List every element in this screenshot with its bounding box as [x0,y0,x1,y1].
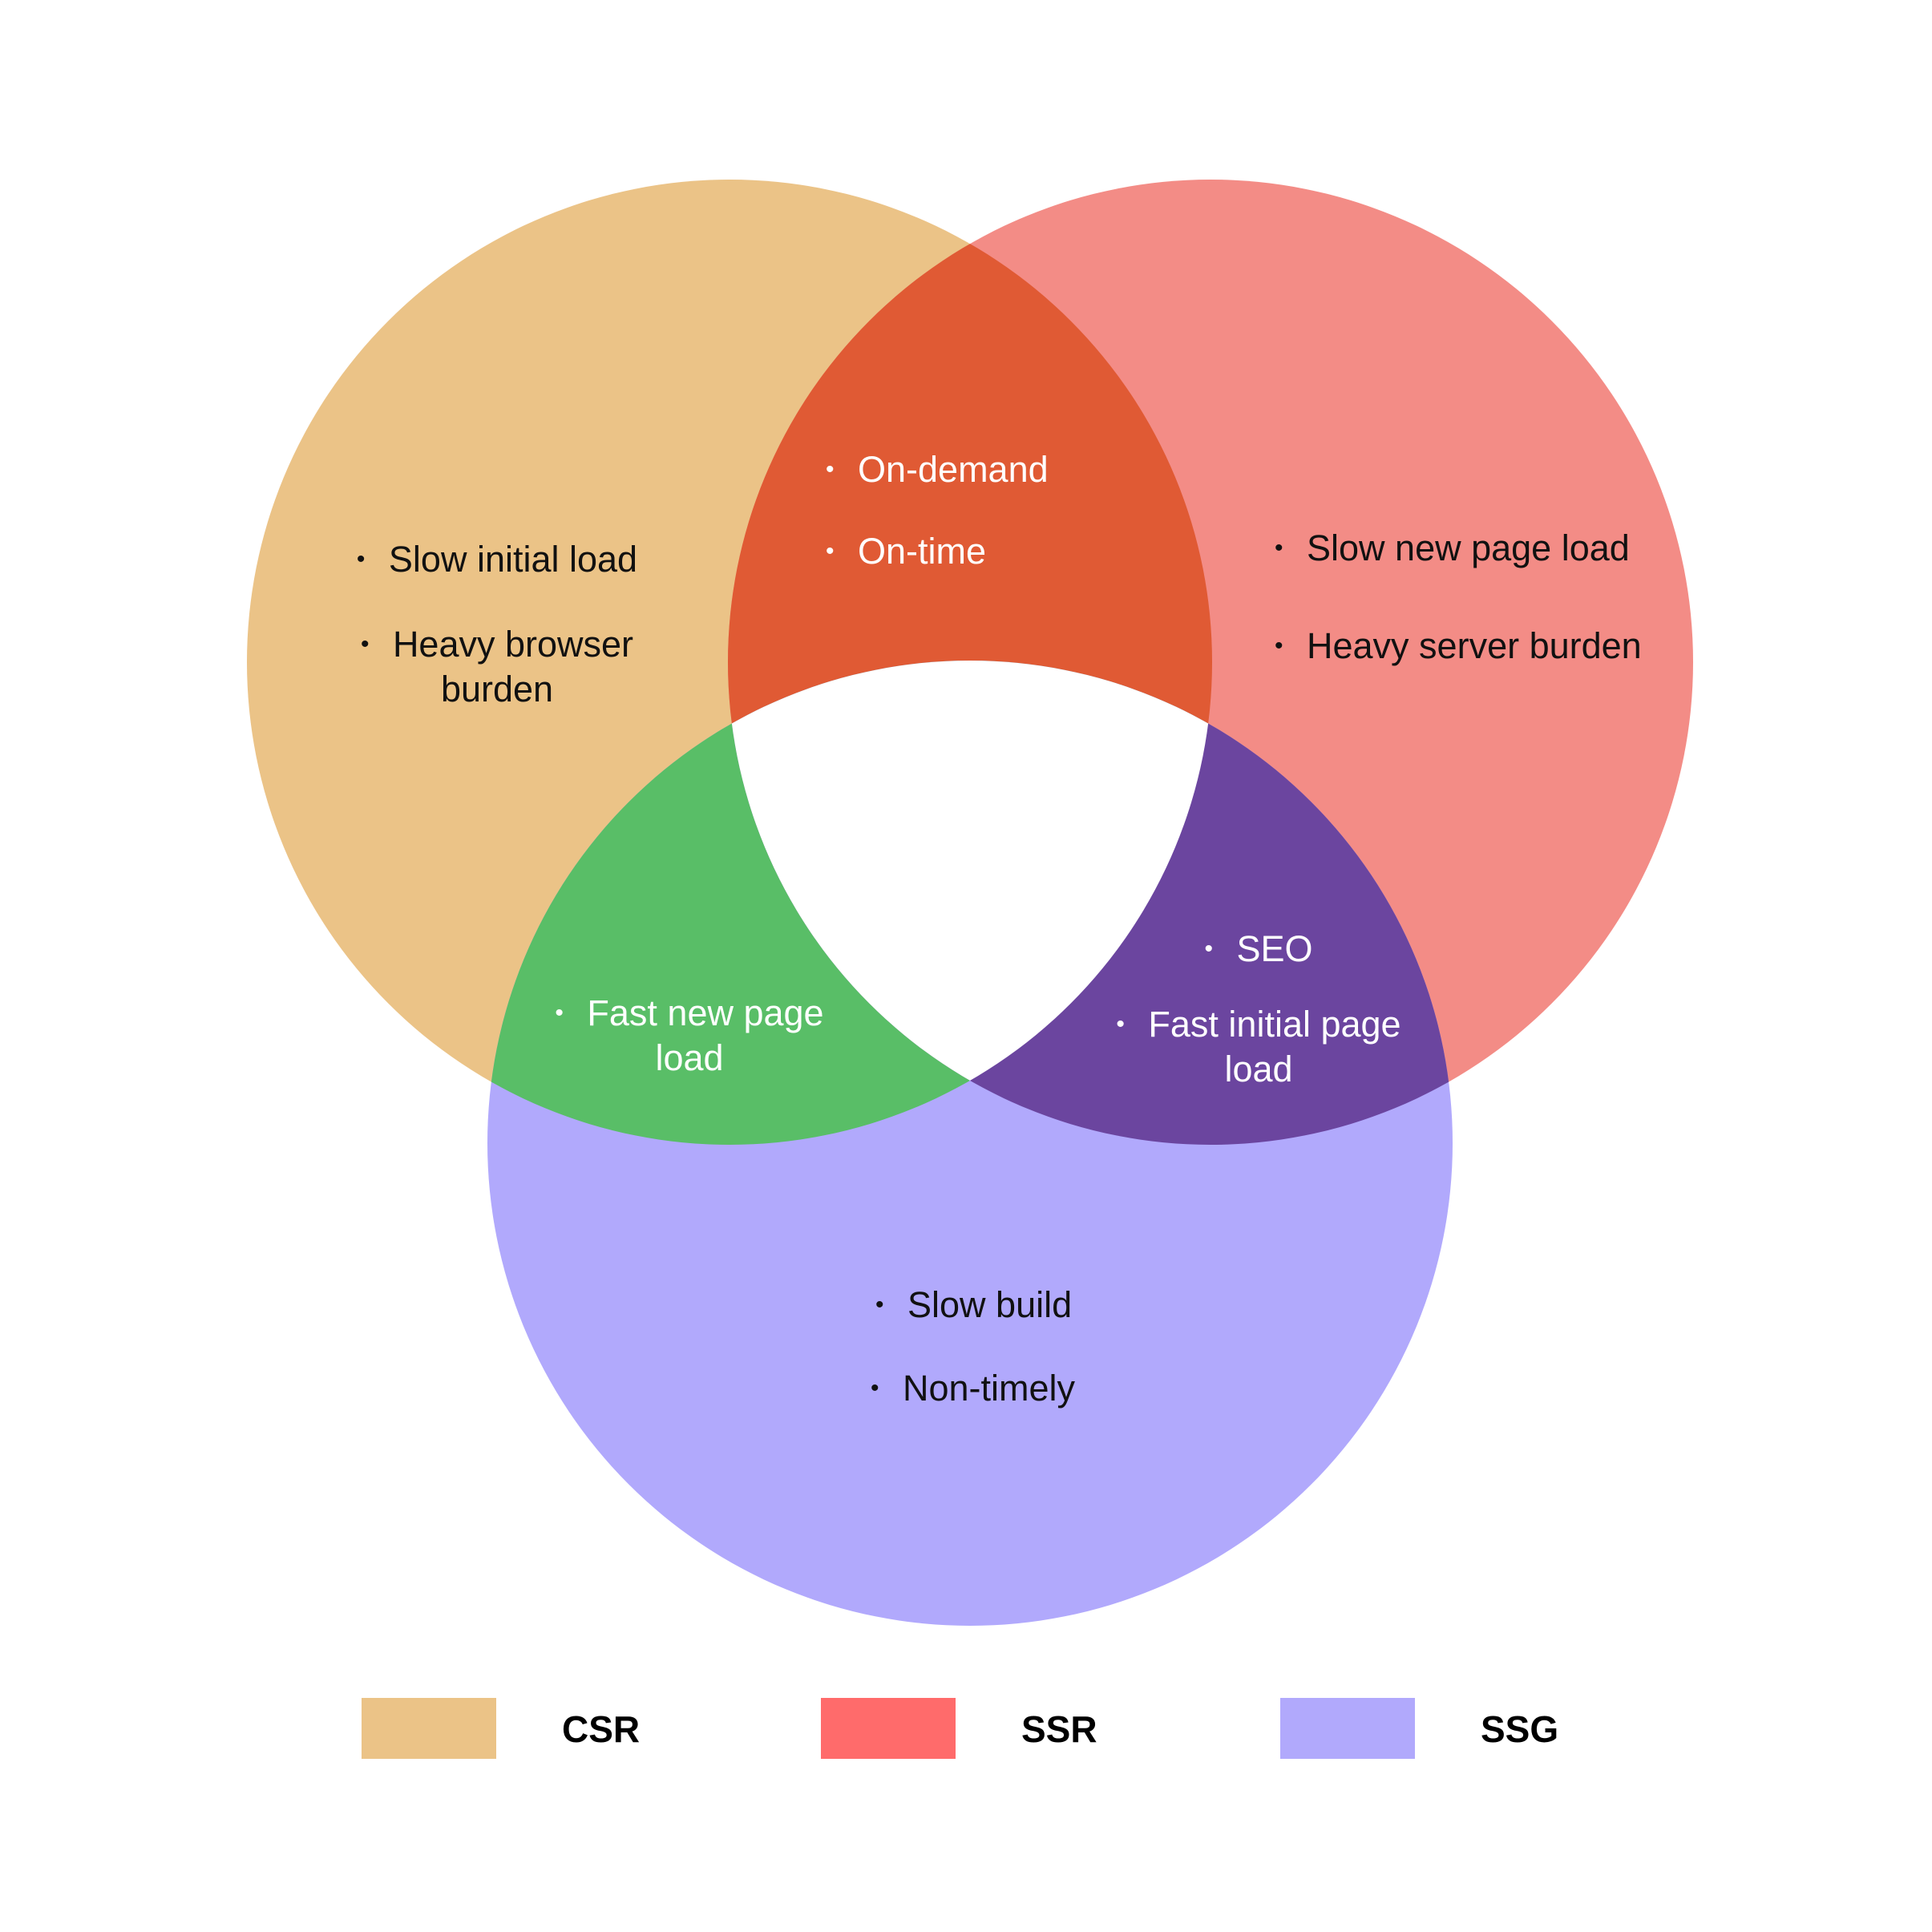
legend-swatch-ssg [1280,1698,1415,1759]
bullet-icon: • [360,631,370,657]
csr-only-text: • Slow initial load • Heavy browser burden [305,537,689,712]
bullet-icon: • [555,1000,564,1026]
list-item: • SEO [1090,927,1427,972]
bullet-icon: • [356,546,366,572]
list-item: • Slow initial load [305,537,689,582]
list-item: • On-demand [826,447,1146,492]
list-item: • On-time [826,529,1146,574]
ssg-only-text: • Slow build • Non-timely [866,1283,1202,1411]
ssr-only-text: • Slow new page load • Heavy server burden [1275,526,1724,669]
bullet-icon: • [1116,1011,1125,1037]
list-item: • Heavy browser burden [360,624,634,709]
csr-ssr-text: • On-demand • On-time [826,447,1146,574]
list-item: • Fast new page load [555,992,824,1078]
csr-ssg-text: • Fast new page load [537,991,842,1081]
legend-label-ssr: SSR [1021,1708,1097,1750]
bullet-icon: • [1275,633,1283,659]
bullet-icon: • [1275,535,1283,561]
list-item: • Heavy server burden [1275,624,1724,669]
bullet-icon: • [826,538,835,564]
bullet-icon: • [1204,936,1213,962]
ssr-ssg-text: • SEO • Fast initial page load [1090,927,1427,1092]
legend-label-ssg: SSG [1481,1708,1559,1750]
legend-label-csr: CSR [562,1708,641,1750]
list-item: • Fast initial page load [1116,1004,1401,1089]
legend-swatch-ssr [821,1698,956,1759]
legend-swatch-csr [362,1698,496,1759]
bullet-icon: • [826,456,835,483]
list-item: • Slow build [866,1283,1202,1328]
list-item: • Non-timely [866,1366,1202,1411]
bullet-icon: • [875,1291,884,1318]
bullet-icon: • [871,1375,879,1401]
list-item: • Slow new page load [1275,526,1724,571]
